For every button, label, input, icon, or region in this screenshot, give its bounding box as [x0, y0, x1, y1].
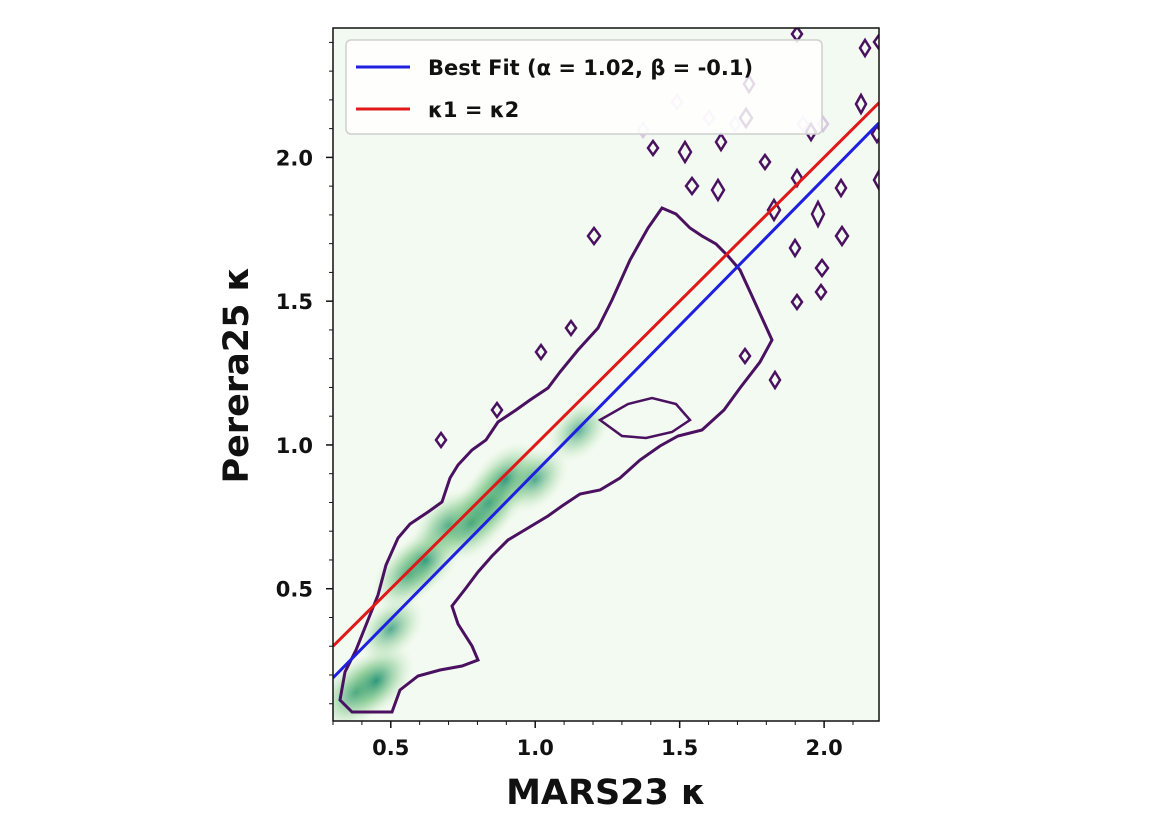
- best-fit-line: [333, 121, 879, 679]
- plot-area: [333, 28, 879, 721]
- legend-label-identity: κ1 = κ2: [428, 98, 519, 122]
- x-axis-ticks: 0.5 1.0 1.5 2.0: [332, 721, 854, 760]
- density-cell: [357, 595, 424, 663]
- x-tick-label: 1.0: [517, 736, 554, 760]
- y-axis-ticks: 0.5 1.0 1.5 2.0: [276, 41, 333, 705]
- identity-line: [333, 101, 879, 648]
- y-tick-label: 1.0: [276, 434, 313, 458]
- density-contour-inner: [597, 396, 692, 440]
- x-tick-label: 1.5: [661, 736, 698, 760]
- density-contour: [338, 206, 774, 714]
- x-tick-label: 2.0: [806, 736, 843, 760]
- y-tick-label: 2.0: [276, 146, 313, 170]
- legend: Best Fit (α = 1.02, β = -0.1) κ1 = κ2: [345, 39, 823, 135]
- outlier-contours: [434, 28, 879, 450]
- legend-box: [345, 39, 823, 135]
- x-axis-label: MARS23 κ: [506, 773, 706, 813]
- y-tick-label: 1.5: [276, 290, 313, 314]
- y-axis-label: Perera25 κ: [217, 266, 257, 483]
- y-tick-label: 0.5: [276, 578, 313, 602]
- plot-frame: [332, 27, 880, 722]
- x-tick-label: 0.5: [372, 736, 409, 760]
- legend-label-best-fit: Best Fit (α = 1.02, β = -0.1): [428, 56, 753, 80]
